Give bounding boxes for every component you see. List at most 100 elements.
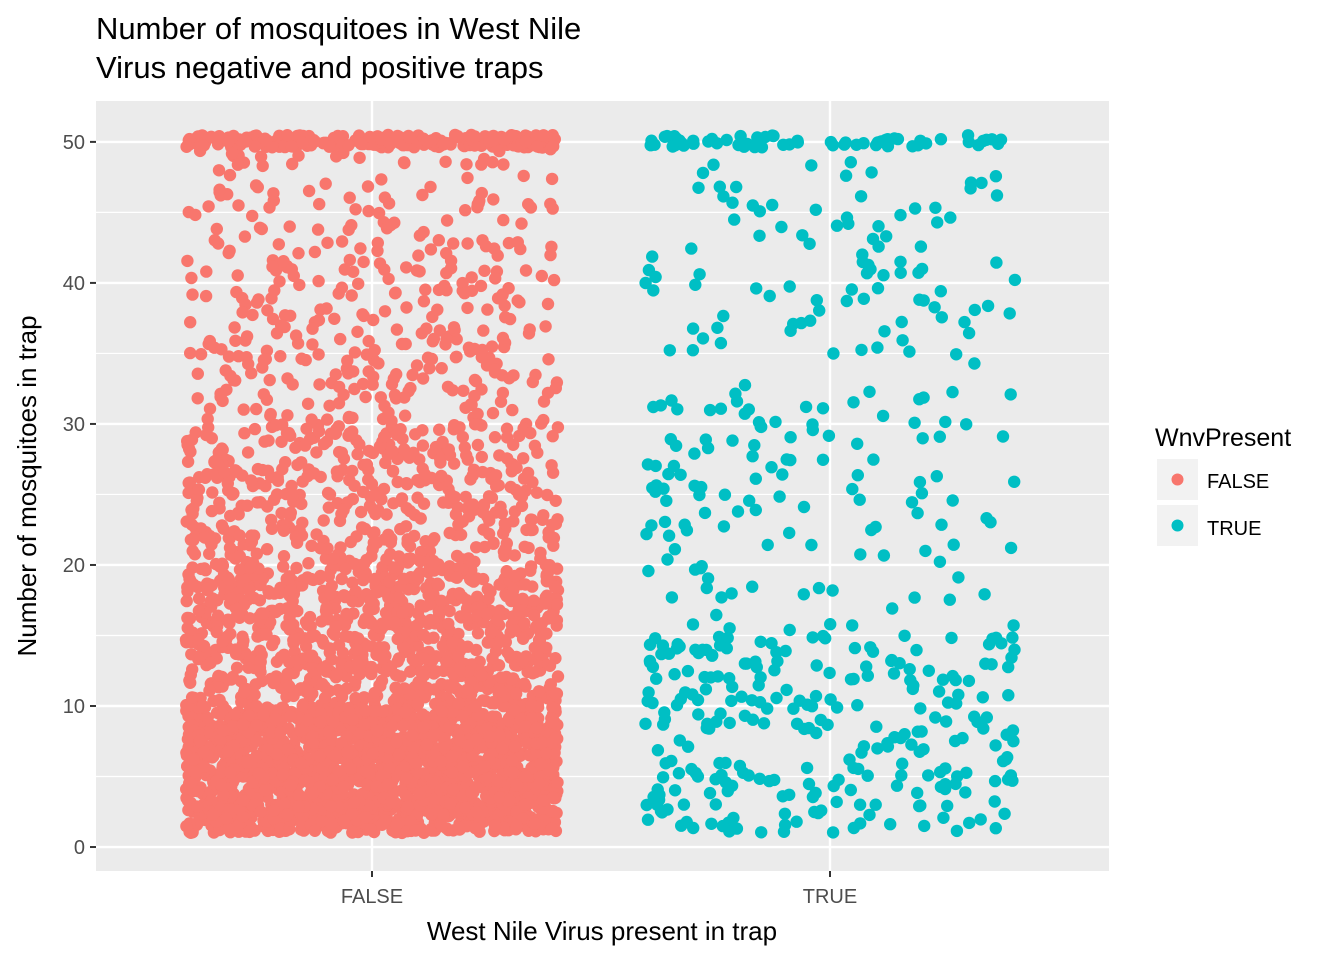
data-point-false — [250, 734, 264, 748]
data-point-false — [543, 559, 556, 572]
data-point-false — [456, 276, 469, 290]
data-point-false — [507, 369, 520, 382]
data-point-true — [830, 219, 844, 232]
data-point-true — [656, 771, 670, 784]
data-point-false — [308, 824, 322, 837]
data-point-false — [320, 302, 333, 315]
data-point-false — [439, 338, 452, 351]
data-point-false — [283, 220, 296, 233]
data-point-false — [411, 491, 424, 504]
data-point-true — [779, 644, 792, 658]
data-point-true — [713, 756, 726, 770]
data-point-true — [959, 786, 972, 799]
data-point-true — [721, 631, 734, 645]
data-point-true — [980, 711, 993, 724]
data-point-false — [545, 172, 559, 186]
data-point-false — [317, 514, 330, 527]
data-point-false — [471, 407, 484, 421]
data-point-true — [988, 795, 1001, 808]
data-point-true — [692, 708, 705, 721]
data-point-true — [647, 284, 660, 297]
data-point-false — [404, 665, 417, 678]
data-point-false — [264, 409, 277, 422]
data-point-true — [895, 315, 908, 329]
data-point-false — [296, 699, 309, 713]
data-point-false — [475, 450, 488, 464]
data-point-false — [241, 756, 254, 769]
data-point-true — [851, 699, 864, 712]
data-point-false — [447, 237, 460, 250]
data-point-false — [199, 289, 213, 303]
data-point-false — [509, 483, 522, 497]
data-point-false — [484, 626, 497, 639]
data-point-true — [928, 301, 941, 314]
data-point-false — [439, 155, 452, 168]
data-point-true — [946, 385, 959, 399]
data-point-false — [329, 368, 342, 381]
data-point-false — [391, 655, 404, 668]
data-point-true — [735, 690, 748, 703]
data-point-true — [854, 548, 867, 561]
data-point-false — [510, 778, 524, 792]
data-point-true — [913, 475, 927, 489]
data-point-true — [797, 588, 810, 601]
data-point-false — [456, 430, 469, 444]
data-point-false — [269, 712, 282, 726]
data-point-false — [440, 214, 454, 227]
data-point-true — [665, 754, 678, 768]
data-point-false — [244, 824, 257, 837]
data-point-false — [319, 177, 332, 190]
data-point-false — [518, 617, 531, 630]
data-point-false — [454, 528, 468, 541]
data-point-false — [411, 569, 425, 582]
data-point-false — [352, 277, 365, 290]
data-point-true — [658, 706, 671, 719]
data-point-true — [846, 619, 859, 632]
data-point-false — [247, 591, 261, 605]
data-point-false — [409, 824, 422, 837]
data-point-false — [274, 726, 287, 739]
data-point-true — [700, 581, 713, 595]
data-point-true — [896, 757, 909, 770]
data-point-false — [537, 129, 550, 142]
data-point-false — [420, 322, 433, 335]
data-point-false — [305, 539, 318, 552]
data-point-true — [871, 282, 885, 295]
data-point-false — [444, 681, 458, 694]
data-point-false — [420, 738, 434, 751]
data-point-false — [336, 646, 350, 659]
data-point-true — [677, 798, 691, 811]
data-point-false — [362, 204, 375, 218]
data-point-true — [911, 506, 924, 520]
data-point-false — [424, 823, 438, 836]
data-point-false — [306, 338, 319, 351]
data-point-false — [486, 652, 499, 665]
data-point-false — [417, 721, 430, 734]
data-point-true — [934, 285, 947, 298]
data-point-true — [872, 220, 885, 233]
data-point-false — [335, 235, 349, 248]
data-point-false — [546, 466, 560, 479]
data-point-true — [686, 344, 700, 357]
data-point-false — [265, 522, 279, 535]
data-point-false — [314, 715, 327, 729]
data-point-false — [432, 283, 446, 297]
data-point-true — [1004, 388, 1017, 401]
data-point-false — [444, 262, 458, 275]
data-point-false — [390, 735, 403, 749]
data-point-false — [461, 237, 474, 250]
data-point-false — [201, 711, 214, 725]
legend-title: WnvPresent — [1155, 424, 1291, 452]
data-point-false — [458, 441, 471, 454]
data-point-true — [856, 248, 869, 261]
data-point-true — [930, 470, 943, 483]
data-point-false — [491, 249, 504, 262]
data-point-true — [714, 707, 727, 720]
data-point-false — [532, 633, 546, 647]
data-point-false — [284, 710, 297, 723]
data-point-false — [223, 541, 237, 554]
data-point-true — [656, 639, 670, 652]
data-point-false — [416, 708, 429, 721]
legend-entry-false: FALSE — [1157, 459, 1269, 500]
data-point-true — [750, 282, 763, 295]
